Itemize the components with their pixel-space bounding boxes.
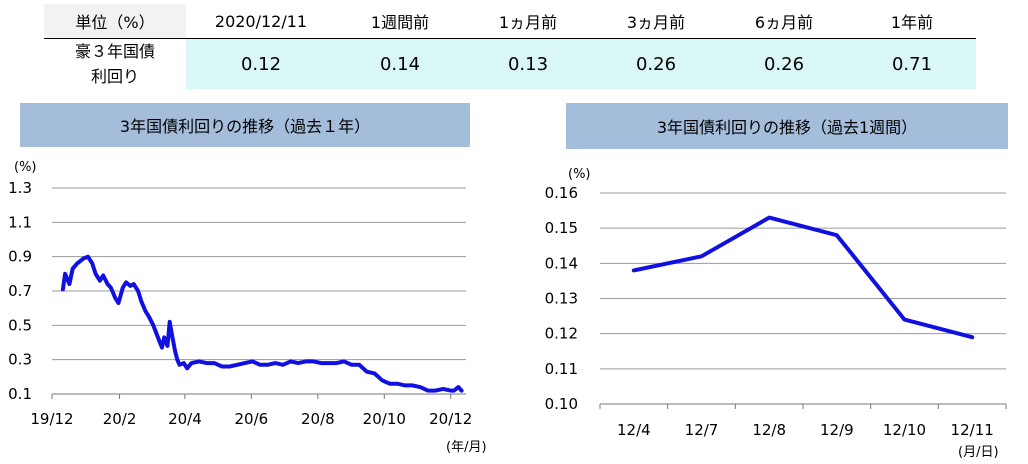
x-tick-label: 19/12 bbox=[30, 410, 73, 428]
row-label-line2: 利回り bbox=[90, 67, 139, 86]
y-tick-label: 0.3 bbox=[8, 351, 32, 369]
summary-value-row: 豪３年国債利回り 0.12 0.14 0.13 0.26 0.26 0.71 bbox=[44, 38, 976, 90]
x-axis-unit: (年/月) bbox=[446, 440, 487, 455]
y-axis-unit: (%) bbox=[568, 167, 591, 182]
chart-title-1-week: 3年国債利回りの推移（過去1週間） bbox=[566, 103, 1008, 149]
y-tick-label: 0.7 bbox=[8, 282, 32, 300]
x-tick-label: 20/8 bbox=[301, 410, 335, 428]
header-latest-date: 2020/12/11 bbox=[186, 4, 336, 39]
value-1-month-ago: 0.13 bbox=[464, 38, 592, 89]
value-3-months-ago: 0.26 bbox=[592, 38, 720, 89]
x-tick-label: 12/8 bbox=[752, 421, 786, 439]
y-tick-label: 0.16 bbox=[545, 184, 578, 202]
y-axis-unit: (%) bbox=[14, 160, 37, 175]
x-tick-label: 12/4 bbox=[617, 421, 651, 439]
y-tick-label: 0.11 bbox=[545, 360, 578, 378]
x-tick-label: 12/9 bbox=[820, 421, 854, 439]
x-tick-label: 20/4 bbox=[168, 410, 202, 428]
summary-header-row: 単位（%） 2020/12/11 1週間前 1ヵ月前 3ヵ月前 6ヵ月前 1年前 bbox=[44, 4, 976, 39]
x-tick-label: 20/10 bbox=[363, 410, 406, 428]
x-tick-label: 12/7 bbox=[685, 421, 719, 439]
y-tick-label: 0.15 bbox=[545, 219, 578, 237]
header-1-week-ago: 1週間前 bbox=[336, 4, 464, 39]
summary-table: 単位（%） 2020/12/11 1週間前 1ヵ月前 3ヵ月前 6ヵ月前 1年前… bbox=[44, 4, 976, 89]
header-1-month-ago: 1ヵ月前 bbox=[464, 4, 592, 39]
y-tick-label: 0.1 bbox=[8, 385, 32, 403]
value-6-months-ago: 0.26 bbox=[720, 38, 848, 89]
row-label: 豪３年国債利回り bbox=[44, 39, 186, 90]
header-unit: 単位（%） bbox=[44, 4, 186, 39]
yield-line-1-year bbox=[60, 254, 464, 393]
header-1-year-ago: 1年前 bbox=[848, 4, 976, 39]
y-tick-label: 1.3 bbox=[8, 179, 32, 197]
y-tick-label: 0.10 bbox=[545, 395, 578, 413]
header-6-months-ago: 6ヵ月前 bbox=[720, 4, 848, 39]
value-1-year-ago: 0.71 bbox=[848, 38, 976, 89]
y-tick-label: 0.9 bbox=[8, 248, 32, 266]
y-tick-label: 0.12 bbox=[545, 325, 578, 343]
value-1-week-ago: 0.14 bbox=[336, 38, 464, 89]
y-tick-label: 1.1 bbox=[8, 213, 32, 231]
x-tick-label: 20/2 bbox=[103, 410, 137, 428]
x-tick-label: 20/12 bbox=[429, 410, 472, 428]
header-3-months-ago: 3ヵ月前 bbox=[592, 4, 720, 39]
value-latest: 0.12 bbox=[186, 38, 336, 89]
chart-title-1-year: 3年国債利回りの推移（過去１年） bbox=[20, 103, 470, 147]
row-label-line1: 豪３年国債 bbox=[74, 42, 155, 61]
x-tick-label: 12/11 bbox=[951, 421, 994, 439]
yield-line-1-week bbox=[631, 215, 975, 340]
x-tick-label: 12/10 bbox=[883, 421, 926, 439]
x-tick-label: 20/6 bbox=[235, 410, 269, 428]
y-tick-label: 0.5 bbox=[8, 316, 32, 334]
y-tick-label: 0.13 bbox=[545, 290, 578, 308]
x-axis-unit: (月/日) bbox=[958, 445, 999, 460]
y-tick-label: 0.14 bbox=[545, 254, 578, 272]
